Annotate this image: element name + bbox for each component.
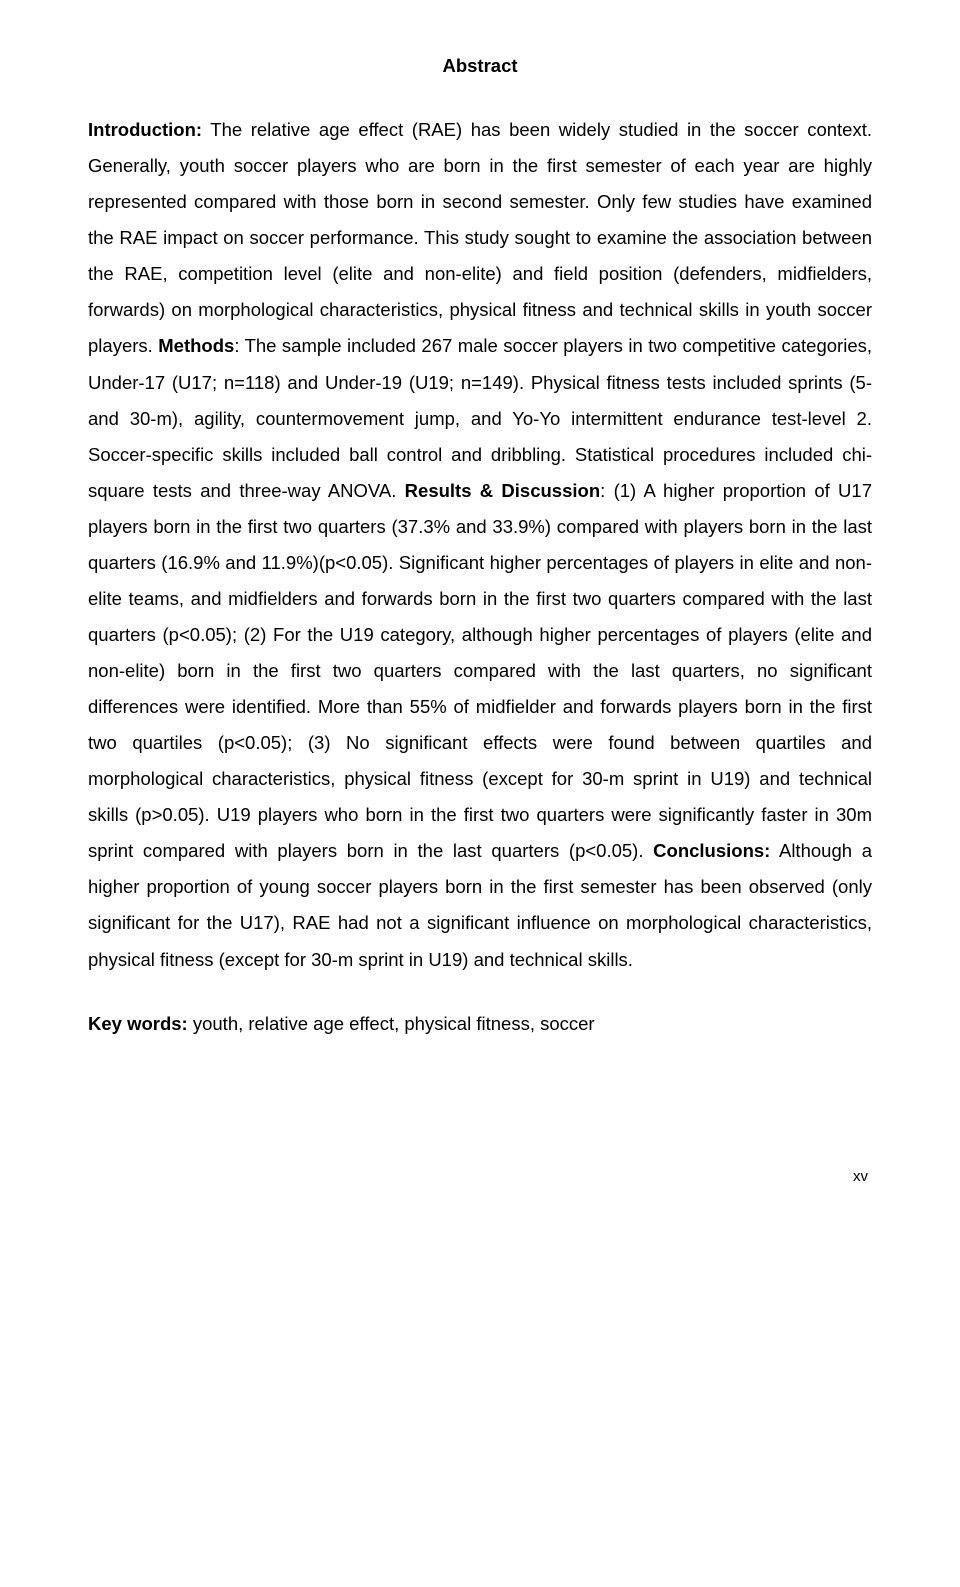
abstract-title: Abstract	[88, 48, 872, 84]
results-label: Results & Discussion	[405, 480, 600, 501]
results-text: : (1) A higher proportion of U17 players…	[88, 480, 872, 862]
keywords-label: Key words:	[88, 1013, 188, 1034]
introduction-text: The relative age effect (RAE) has been w…	[88, 119, 872, 356]
abstract-body: Introduction: The relative age effect (R…	[88, 112, 872, 978]
methods-label: Methods	[158, 335, 234, 356]
page-number: xv	[88, 1162, 872, 1191]
conclusions-label: Conclusions:	[653, 840, 770, 861]
methods-text: : The sample included 267 male soccer pl…	[88, 335, 872, 500]
keywords-text: youth, relative age effect, physical fit…	[188, 1013, 595, 1034]
keywords-line: Key words: youth, relative age effect, p…	[88, 1006, 872, 1042]
introduction-label: Introduction:	[88, 119, 202, 140]
